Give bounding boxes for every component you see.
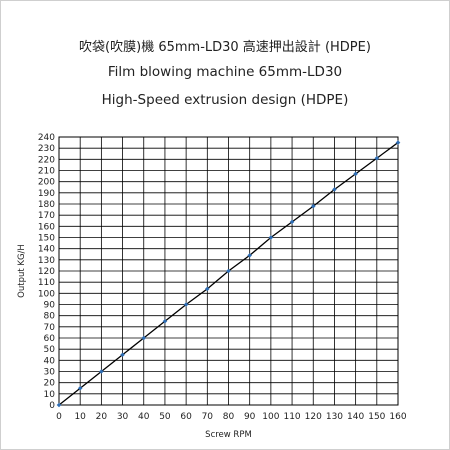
y-tick-label: 130 (38, 256, 55, 266)
chart-subtitle: High-Speed extrusion design (HDPE) (101, 92, 349, 108)
y-axis-title: Output KG/H (17, 244, 27, 298)
data-point (56, 402, 62, 408)
x-tick-label: 160 (389, 412, 406, 422)
data-point (374, 155, 380, 161)
y-tick-label: 150 (38, 234, 55, 244)
data-point (395, 140, 401, 145)
y-tick-label: 180 (38, 200, 55, 210)
data-point (353, 171, 358, 177)
data-point (183, 302, 189, 307)
chart-title-chinese: 吹袋(吹膜)機 65mm-LD30 高速押出設計 (HDPE) (79, 40, 371, 55)
x-tick-label: 150 (368, 412, 385, 422)
y-tick-label: 140 (38, 245, 55, 255)
y-tick-label: 240 (38, 133, 55, 143)
y-tick-label: 100 (38, 289, 55, 299)
y-tick-label: 110 (38, 278, 55, 288)
y-tick-label: 10 (44, 390, 56, 400)
x-tick-label: 0 (56, 412, 62, 422)
plot-area-border (58, 136, 399, 406)
y-tick-label: 90 (44, 301, 56, 311)
x-tick-label: 20 (96, 412, 108, 422)
y-tick-label: 170 (38, 211, 55, 221)
x-tick-label: 140 (347, 412, 364, 422)
y-tick-label: 230 (38, 144, 55, 154)
data-point (226, 268, 231, 274)
y-tick-label: 210 (38, 167, 55, 177)
data-point (268, 235, 274, 240)
y-tick-label: 30 (44, 368, 56, 378)
x-tick-label: 40 (138, 412, 150, 422)
data-point (120, 352, 125, 358)
y-tick-label: 50 (44, 345, 56, 355)
y-tick-label: 160 (38, 222, 55, 232)
chart-title-english: Film blowing machine 65mm-LD30 (107, 64, 343, 80)
x-tick-label: 30 (117, 412, 129, 422)
x-tick-label: 130 (326, 412, 343, 422)
y-tick-label: 0 (49, 401, 55, 411)
data-point (310, 203, 316, 209)
x-tick-label: 80 (223, 412, 235, 422)
x-tick-label: 70 (202, 412, 214, 422)
x-tick-label: 90 (244, 412, 256, 422)
y-tick-label: 200 (38, 178, 55, 188)
x-tick-label: 50 (159, 412, 171, 422)
data-point (162, 318, 168, 324)
y-tick-label: 80 (44, 312, 56, 322)
x-axis-title: Screw RPM (205, 430, 252, 440)
data-point (99, 369, 104, 374)
y-tick-label: 190 (38, 189, 55, 199)
y-tick-label: 120 (38, 267, 55, 277)
y-tick-label: 70 (44, 323, 56, 333)
x-tick-label: 10 (74, 412, 86, 422)
y-tick-label: 220 (38, 155, 55, 165)
x-tick-label: 100 (262, 412, 279, 422)
data-point (77, 385, 83, 391)
data-point (141, 335, 147, 341)
x-tick-label: 120 (305, 412, 322, 422)
data-point (332, 187, 337, 192)
data-point (247, 253, 252, 258)
y-tick-label: 20 (44, 379, 56, 389)
data-point (205, 286, 210, 292)
x-tick-label: 60 (180, 412, 192, 422)
y-tick-label: 60 (44, 334, 56, 344)
data-point (289, 219, 295, 225)
y-tick-label: 40 (44, 356, 56, 366)
x-tick-label: 110 (283, 412, 300, 422)
